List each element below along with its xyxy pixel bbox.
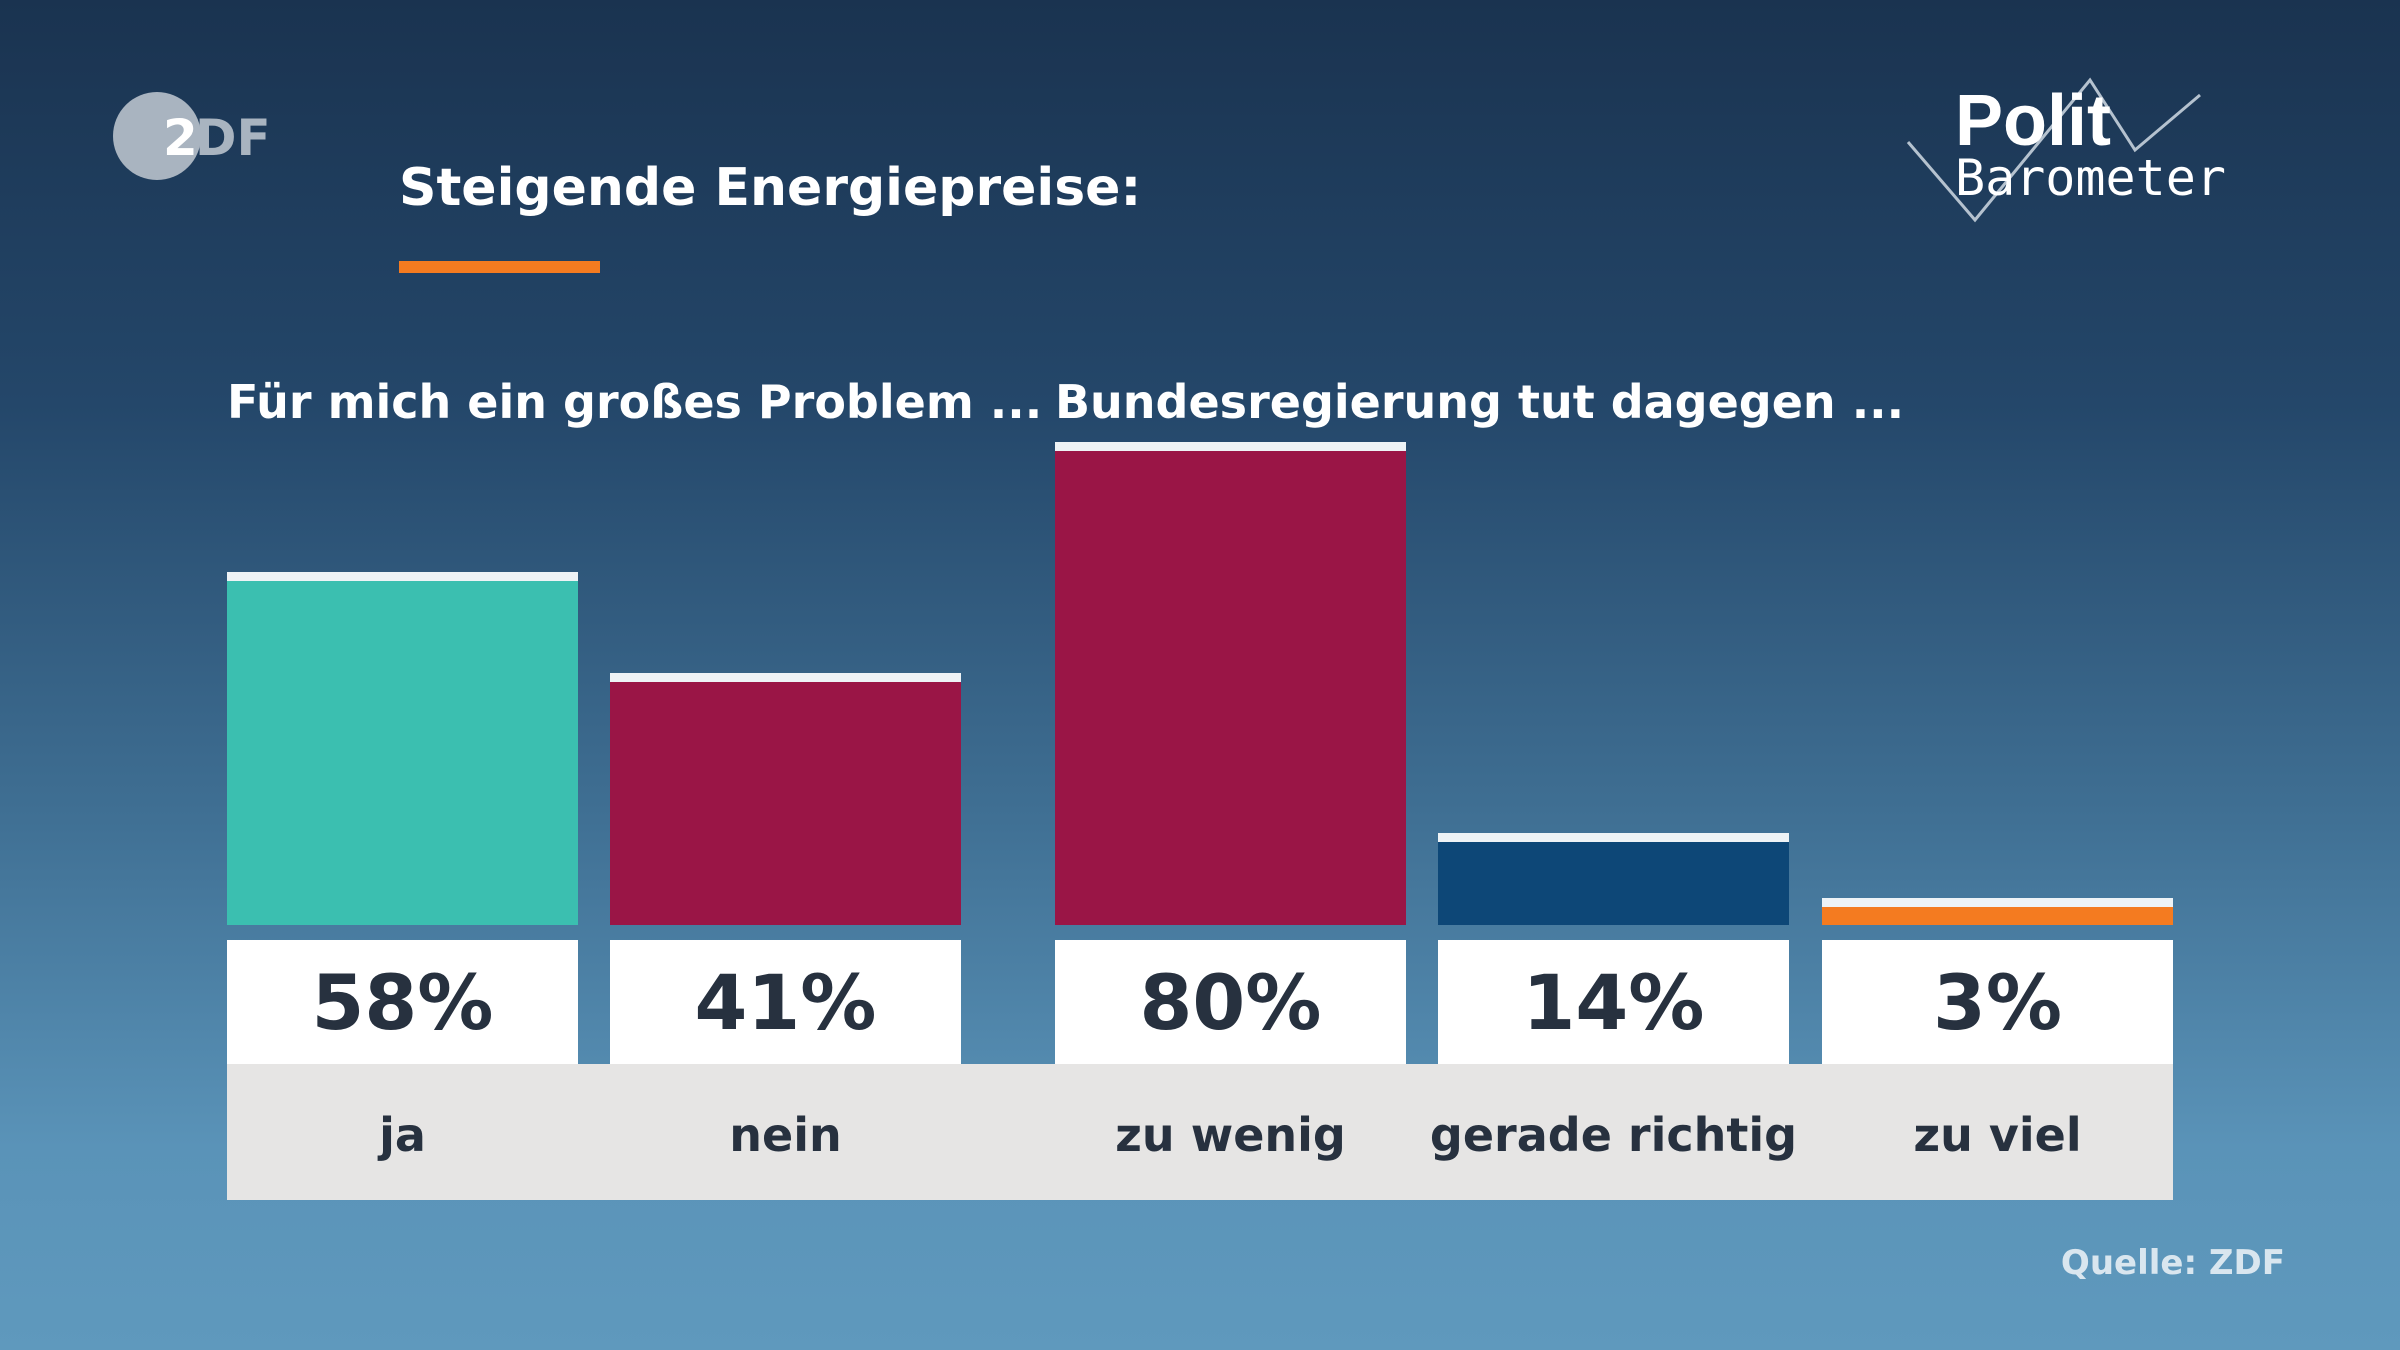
bar-cap: [1822, 898, 2173, 908]
group-heading-problem: Für mich ein großes Problem ...: [227, 375, 1043, 429]
bar-zu-viel: [1822, 907, 2173, 925]
value-label: 14%: [1438, 940, 1789, 1064]
category-label-band: [227, 1064, 2173, 1200]
category-label: zu wenig: [1115, 1108, 1346, 1162]
title-underline: [399, 261, 600, 273]
svg-text:DF: DF: [195, 109, 271, 167]
zdf-logo: 2 DF: [113, 92, 271, 180]
value-label: 41%: [610, 940, 961, 1064]
politbarometer-logo: Polit Barometer: [1906, 77, 2226, 223]
bar-cap: [610, 673, 961, 683]
bar-cap: [1438, 833, 1789, 843]
svg-text:Barometer: Barometer: [1955, 149, 2226, 207]
group-heading-government: Bundesregierung tut dagegen ...: [1055, 375, 1905, 429]
bar-ja: [227, 581, 578, 925]
source-note: Quelle: ZDF: [2060, 1243, 2285, 1283]
category-label: zu viel: [1913, 1108, 2082, 1162]
value-label: 80%: [1055, 940, 1406, 1064]
category-label: nein: [729, 1108, 842, 1162]
chart-title: Steigende Energiepreise:: [399, 158, 1142, 218]
svg-text:2: 2: [163, 109, 198, 167]
category-label: gerade richtig: [1429, 1108, 1798, 1162]
bar-zu-wenig: [1055, 451, 1406, 925]
bar-nein: [610, 682, 961, 925]
value-label: 3%: [1822, 940, 2173, 1064]
bar-gerade-richtig: [1438, 842, 1789, 925]
value-label: 58%: [227, 940, 578, 1064]
category-label: ja: [379, 1108, 426, 1162]
bar-cap: [227, 572, 578, 582]
svg-text:Polit: Polit: [1955, 81, 2111, 161]
bar-cap: [1055, 442, 1406, 451]
